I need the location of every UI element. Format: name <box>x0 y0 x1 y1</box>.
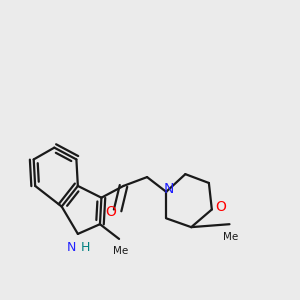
Text: H: H <box>81 241 90 254</box>
Text: N: N <box>67 241 76 254</box>
Text: O: O <box>215 200 226 214</box>
Text: Me: Me <box>223 232 238 242</box>
Text: N: N <box>164 182 174 197</box>
Text: O: O <box>105 205 116 219</box>
Text: Me: Me <box>113 246 128 256</box>
